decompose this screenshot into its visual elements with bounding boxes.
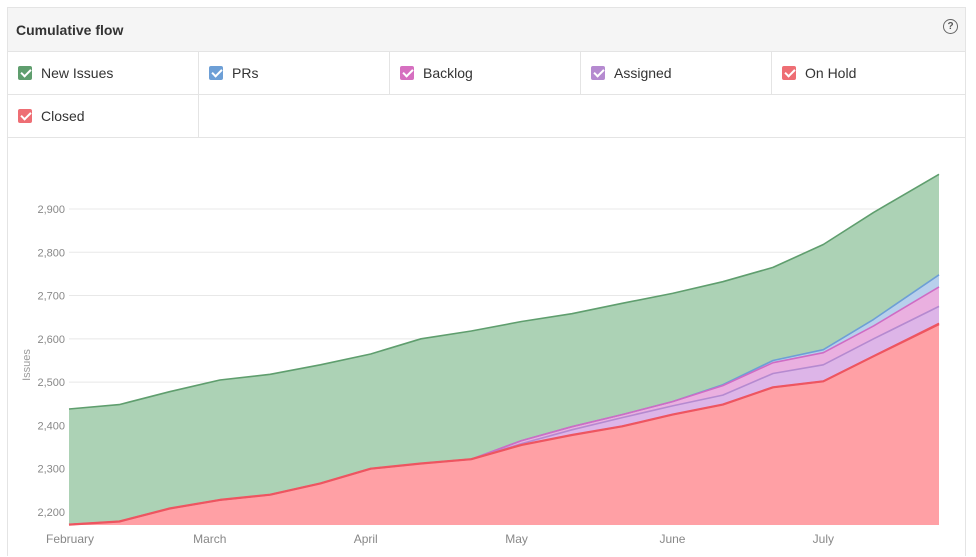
legend-item-backlog[interactable]: Backlog: [390, 52, 581, 94]
legend-label: Backlog: [423, 65, 473, 81]
y-axis-label: Issues: [21, 349, 33, 381]
legend-row: New Issues PRs Backlog Assigned On Hold: [8, 52, 965, 95]
y-tick-label: 2,900: [37, 204, 65, 216]
checkbox-icon[interactable]: [18, 66, 32, 80]
panel-header: Cumulative flow ?: [8, 8, 965, 52]
checkbox-icon[interactable]: [209, 66, 223, 80]
series-lines: [68, 173, 940, 526]
legend-item-assigned[interactable]: Assigned: [581, 52, 772, 94]
legend-label: PRs: [232, 65, 259, 81]
x-tick-label: June: [659, 532, 685, 546]
x-tick-label: February: [46, 532, 94, 546]
y-tick-label: 2,400: [37, 420, 65, 432]
checkbox-icon[interactable]: [782, 66, 796, 80]
line-closed: [68, 323, 940, 526]
y-tick-label: 2,300: [37, 464, 65, 476]
x-tick-label: July: [813, 532, 834, 546]
series-areas: [69, 174, 939, 526]
legend-item-prs[interactable]: PRs: [199, 52, 390, 94]
legend: New Issues PRs Backlog Assigned On Hold: [8, 52, 965, 138]
legend-label: Closed: [41, 108, 85, 124]
legend-label: On Hold: [805, 65, 857, 81]
legend-item-on-hold[interactable]: On Hold: [772, 52, 963, 94]
legend-label: Assigned: [614, 65, 672, 81]
line-new-issues: [68, 173, 940, 410]
y-tick-label: 2,200: [37, 507, 65, 519]
x-tick-label: May: [505, 532, 528, 546]
x-tick-label: April: [354, 532, 378, 546]
y-tick-label: 2,700: [37, 291, 65, 303]
checkbox-icon[interactable]: [18, 109, 32, 123]
legend-item-new-issues[interactable]: New Issues: [8, 52, 199, 94]
checkbox-icon[interactable]: [400, 66, 414, 80]
y-tick-labels: 2,200 2,300 2,400 2,500 2,600 2,700 2,800 2,900: [37, 204, 65, 519]
legend-row: Closed: [8, 95, 965, 138]
area-closed: [69, 324, 939, 525]
cumulative-flow-chart: 2,200 2,300 2,400 2,500 2,600 2,700 2,800 2,900…: [21, 173, 940, 546]
x-tick-labels: February March April May June July: [46, 532, 834, 546]
y-tick-label: 2,500: [37, 377, 65, 389]
y-tick-label: 2,800: [37, 247, 65, 259]
legend-label: New Issues: [41, 65, 114, 81]
question-circle-icon[interactable]: ?: [943, 19, 958, 34]
y-tick-label: 2,600: [37, 334, 65, 346]
cumulative-flow-panel: Cumulative flow ? New Issues PRs Backlog…: [7, 7, 966, 556]
legend-item-closed[interactable]: Closed: [8, 95, 199, 137]
legend-spacer: [199, 95, 965, 137]
x-tick-label: March: [193, 532, 226, 546]
checkbox-icon[interactable]: [591, 66, 605, 80]
panel-title: Cumulative flow: [16, 22, 124, 38]
